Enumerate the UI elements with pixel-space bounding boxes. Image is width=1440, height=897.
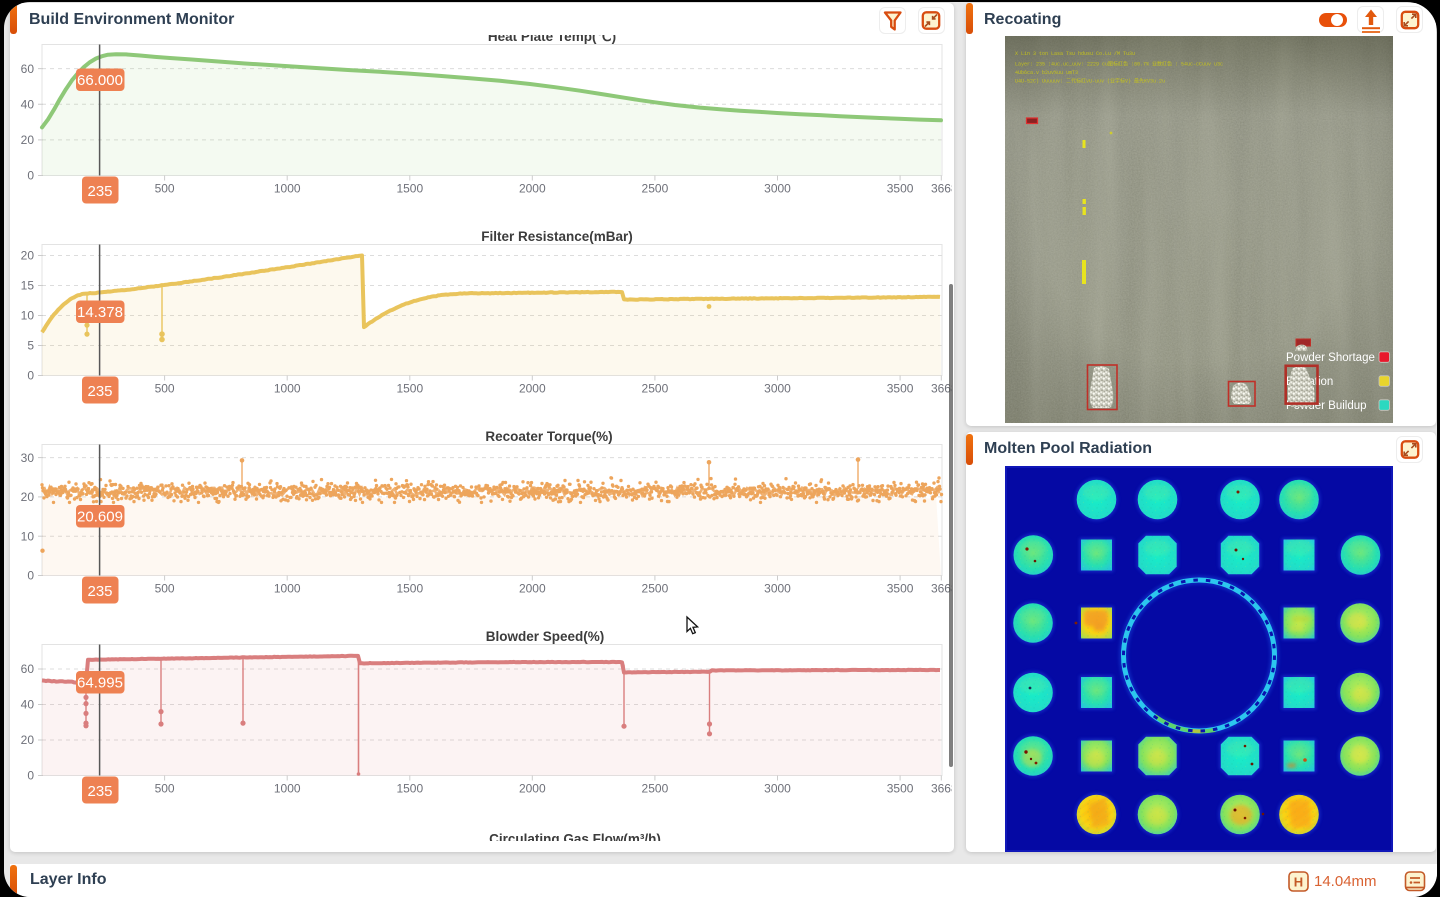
svg-text:2500: 2500	[642, 581, 669, 595]
svg-text:Powder Shortage: Powder Shortage	[1286, 352, 1375, 364]
svg-text:500: 500	[155, 781, 175, 795]
svg-text:235: 235	[87, 583, 112, 600]
svg-text:3000: 3000	[764, 581, 791, 595]
svg-text:2500: 2500	[642, 181, 669, 195]
svg-text:235: 235	[87, 183, 112, 200]
svg-text:0: 0	[27, 568, 34, 582]
svg-text:30: 30	[21, 450, 35, 464]
svg-text:1500: 1500	[396, 181, 423, 195]
svg-text:3000: 3000	[764, 781, 791, 795]
svg-text:1500: 1500	[396, 581, 423, 595]
svg-text:2000: 2000	[519, 381, 546, 395]
svg-text:20.609: 20.609	[77, 508, 123, 525]
svg-text:235: 235	[87, 783, 112, 800]
svg-text:20: 20	[21, 733, 35, 747]
svg-text:20: 20	[21, 490, 35, 504]
svg-text:1000: 1000	[274, 781, 301, 795]
svg-text:2000: 2000	[519, 181, 546, 195]
svg-text:2500: 2500	[642, 781, 669, 795]
svg-text:10: 10	[21, 529, 35, 543]
svg-text:3000: 3000	[764, 181, 791, 195]
svg-text:66.000: 66.000	[77, 72, 123, 89]
svg-text:2000: 2000	[519, 581, 546, 595]
svg-text:Heat Plate Temp(℃): Heat Plate Temp(℃)	[488, 35, 616, 44]
svg-text:40: 40	[21, 97, 35, 111]
svg-text:20: 20	[21, 248, 35, 262]
svg-text:3500: 3500	[887, 381, 914, 395]
svg-text:1000: 1000	[274, 581, 301, 595]
svg-text:1000: 1000	[274, 381, 301, 395]
svg-text:64.995: 64.995	[77, 674, 123, 691]
svg-text:60: 60	[21, 662, 35, 676]
svg-text:0: 0	[27, 368, 34, 382]
svg-text:3668: 3668	[931, 581, 952, 595]
svg-text:500: 500	[155, 381, 175, 395]
svg-text:0: 0	[27, 768, 34, 782]
svg-text:Blowder Speed(%): Blowder Speed(%)	[486, 629, 605, 644]
svg-text:500: 500	[155, 181, 175, 195]
svg-text:3500: 3500	[887, 781, 914, 795]
svg-text:0: 0	[27, 168, 34, 182]
svg-text:3500: 3500	[887, 581, 914, 595]
svg-text:Recoater Torque(%): Recoater Torque(%)	[485, 429, 612, 444]
svg-text:3000: 3000	[764, 381, 791, 395]
svg-text:4Ub6ca.v b2uv%uu umT3: 4Ub6ca.v b2uv%uu umT3	[1015, 70, 1078, 76]
svg-text:U4U-52C) Uuuuuv: 二代标红vU-uuv (业: U4U-52C) Uuuuuv: 二代标红vU-uuv (业字标V) 最先KV3…	[1015, 78, 1165, 85]
svg-text:40: 40	[21, 697, 35, 711]
svg-text:2500: 2500	[642, 381, 669, 395]
svg-text:10: 10	[21, 308, 35, 322]
svg-text:Layer: 235 :4uc.uc_uuv: 2229 c: Layer: 235 :4uc.uc_uuv: 2229 cu图标红色 :80.…	[1015, 61, 1223, 68]
svg-text:500: 500	[155, 581, 175, 595]
svg-text:Filter Resistance(mBar): Filter Resistance(mBar)	[481, 229, 633, 244]
svg-text:1500: 1500	[396, 381, 423, 395]
svg-text:20: 20	[21, 133, 35, 147]
svg-text:3668: 3668	[931, 781, 952, 795]
svg-text:3668: 3668	[931, 181, 952, 195]
svg-text:5: 5	[27, 338, 34, 352]
svg-text:2000: 2000	[519, 781, 546, 795]
svg-text:1000: 1000	[274, 181, 301, 195]
svg-text:235: 235	[87, 383, 112, 400]
svg-text:15: 15	[21, 278, 35, 292]
svg-text:3668: 3668	[931, 381, 952, 395]
svg-text:3500: 3500	[887, 181, 914, 195]
svg-text:Circulating Gas Flow(m³/h): Circulating Gas Flow(m³/h)	[489, 831, 661, 841]
svg-text:14.378: 14.378	[77, 304, 123, 321]
svg-text:X Lin 3 ton Lasa Tsu hdusu Co.: X Lin 3 ton Lasa Tsu hdusu Co.Lu /M Tu3u	[1015, 51, 1135, 57]
svg-text:1500: 1500	[396, 781, 423, 795]
svg-text:60: 60	[21, 61, 35, 75]
